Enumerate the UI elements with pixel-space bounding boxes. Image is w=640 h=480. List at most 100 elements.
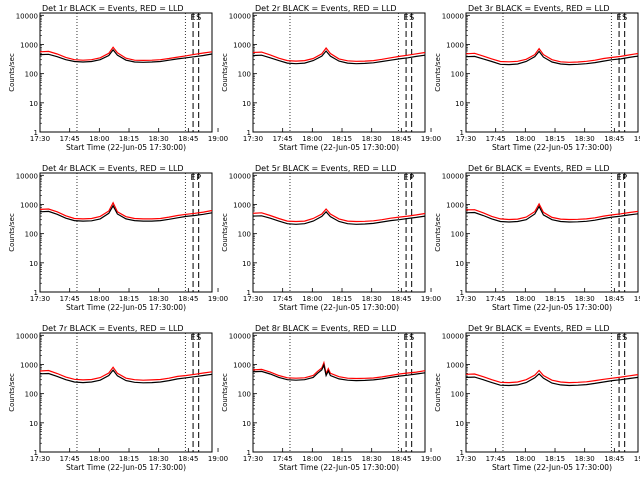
detector-panel: Det 4r BLACK = Events, RED = LLD 1 10 100 10… bbox=[8, 164, 228, 312]
y-axis-label: Counts/sec bbox=[8, 53, 16, 92]
marker-label: E bbox=[404, 173, 409, 182]
x-tick-label: 19:00 bbox=[421, 295, 441, 303]
y-tick-label: 100 bbox=[25, 231, 38, 239]
x-tick-label: 17:30 bbox=[456, 295, 476, 303]
x-tick-label: 18:15 bbox=[119, 295, 139, 303]
x-axis-label: Start Time (22-Jun-05 17:30:00) bbox=[66, 303, 186, 312]
series-line-lld bbox=[39, 201, 213, 220]
series-line-events bbox=[39, 369, 213, 384]
y-tick-label: 100 bbox=[451, 391, 464, 399]
series-line-events bbox=[465, 205, 639, 223]
series-line-events bbox=[252, 363, 426, 382]
panel-title: Det 7r BLACK = Events, RED = LLD bbox=[42, 324, 184, 333]
detector-panel: Det 2r BLACK = Events, RED = LLD 1 10 100 10… bbox=[221, 4, 441, 152]
plot-frame bbox=[252, 172, 426, 293]
y-axis-label: Counts/sec bbox=[8, 213, 16, 252]
x-tick-label: 17:30 bbox=[243, 135, 263, 143]
y-tick-label: 1 bbox=[34, 449, 38, 457]
plot-frame bbox=[465, 12, 639, 133]
marker-label: E bbox=[404, 13, 409, 22]
x-tick-label: 19:00 bbox=[208, 295, 228, 303]
x-tick-label: 18:00 bbox=[89, 295, 109, 303]
x-tick-label: 18:15 bbox=[332, 295, 352, 303]
y-tick-label: 1000 bbox=[446, 361, 464, 369]
y-tick-label: 10000 bbox=[442, 172, 464, 180]
y-tick-label: 10 bbox=[29, 420, 38, 428]
plot-frame bbox=[465, 332, 639, 453]
marker-label: E bbox=[191, 173, 196, 182]
series-line-lld bbox=[465, 369, 639, 384]
x-tick-label: 18:45 bbox=[391, 135, 411, 143]
marker-label: S bbox=[196, 333, 201, 342]
x-tick-label: 17:45 bbox=[486, 295, 506, 303]
marker-label: E bbox=[617, 13, 622, 22]
x-tick-label: 19:00 bbox=[634, 135, 640, 143]
y-tick-label: 100 bbox=[238, 231, 251, 239]
y-tick-label: 1 bbox=[460, 449, 464, 457]
marker-label: P bbox=[409, 173, 414, 182]
detector-panel: Det 5r BLACK = Events, RED = LLD 1 10 100 10… bbox=[221, 164, 441, 312]
y-tick-label: 10 bbox=[29, 260, 38, 268]
y-tick-label: 10 bbox=[242, 260, 251, 268]
x-tick-label: 18:15 bbox=[332, 455, 352, 463]
plot-frame bbox=[465, 172, 639, 293]
y-tick-label: 1000 bbox=[446, 201, 464, 209]
marker-label: P bbox=[622, 173, 627, 182]
y-tick-label: 100 bbox=[451, 231, 464, 239]
series-line-events bbox=[39, 204, 213, 222]
marker-label: E bbox=[191, 13, 196, 22]
y-axis-label: Counts/sec bbox=[221, 53, 229, 92]
plot-frame bbox=[39, 332, 213, 453]
x-tick-label: 18:30 bbox=[362, 135, 382, 143]
marker-label: E bbox=[617, 333, 622, 342]
y-tick-label: 10 bbox=[242, 420, 251, 428]
marker-label: E bbox=[617, 173, 622, 182]
series-line-lld bbox=[465, 47, 639, 63]
x-axis-label: Start Time (22-Jun-05 17:30:00) bbox=[492, 143, 612, 152]
detector-panel: Det 1r BLACK = Events, RED = LLD 1 10 100 10… bbox=[8, 4, 228, 152]
y-tick-label: 1000 bbox=[20, 361, 38, 369]
series-line-events bbox=[465, 50, 639, 66]
y-tick-label: 100 bbox=[25, 391, 38, 399]
y-tick-label: 1 bbox=[247, 449, 251, 457]
y-tick-label: 1 bbox=[247, 129, 251, 137]
y-tick-label: 10000 bbox=[442, 332, 464, 340]
x-tick-label: 18:15 bbox=[545, 135, 565, 143]
x-tick-label: 19:00 bbox=[208, 455, 228, 463]
x-tick-label: 19:00 bbox=[634, 295, 640, 303]
y-tick-label: 10000 bbox=[442, 12, 464, 20]
panel-title: Det 8r BLACK = Events, RED = LLD bbox=[255, 324, 397, 333]
plot-frame bbox=[39, 12, 213, 133]
plot-frame bbox=[252, 332, 426, 453]
x-tick-label: 18:15 bbox=[545, 455, 565, 463]
y-axis-label: Counts/sec bbox=[434, 213, 442, 252]
series-line-events bbox=[465, 372, 639, 387]
x-axis-label: Start Time (22-Jun-05 17:30:00) bbox=[279, 143, 399, 152]
series-line-events bbox=[39, 48, 213, 63]
plot-frame bbox=[252, 12, 426, 133]
x-tick-label: 18:15 bbox=[119, 135, 139, 143]
x-axis-label: Start Time (22-Jun-05 17:30:00) bbox=[66, 143, 186, 152]
x-tick-label: 18:30 bbox=[362, 455, 382, 463]
x-tick-label: 18:30 bbox=[575, 455, 595, 463]
detector-panel: Det 6r BLACK = Events, RED = LLD 1 10 100 10… bbox=[434, 164, 640, 312]
x-tick-label: 18:30 bbox=[149, 455, 169, 463]
x-tick-label: 18:15 bbox=[119, 455, 139, 463]
marker-label: S bbox=[196, 13, 201, 22]
y-tick-label: 10000 bbox=[16, 12, 38, 20]
detector-panel: Det 8r BLACK = Events, RED = LLD 1 10 100 10… bbox=[221, 324, 441, 472]
y-tick-label: 10000 bbox=[229, 172, 251, 180]
x-tick-label: 18:15 bbox=[545, 295, 565, 303]
detector-panel: Det 9r BLACK = Events, RED = LLD 1 10 100 10… bbox=[434, 324, 640, 472]
panel-title: Det 9r BLACK = Events, RED = LLD bbox=[468, 324, 610, 333]
x-tick-label: 18:45 bbox=[391, 295, 411, 303]
y-tick-label: 10 bbox=[29, 100, 38, 108]
y-tick-label: 1 bbox=[460, 129, 464, 137]
x-tick-label: 18:00 bbox=[515, 455, 535, 463]
marker-label: S bbox=[622, 333, 627, 342]
x-tick-label: 17:30 bbox=[30, 295, 50, 303]
plot-frame bbox=[39, 172, 213, 293]
x-tick-label: 17:45 bbox=[486, 135, 506, 143]
y-tick-label: 10 bbox=[455, 260, 464, 268]
